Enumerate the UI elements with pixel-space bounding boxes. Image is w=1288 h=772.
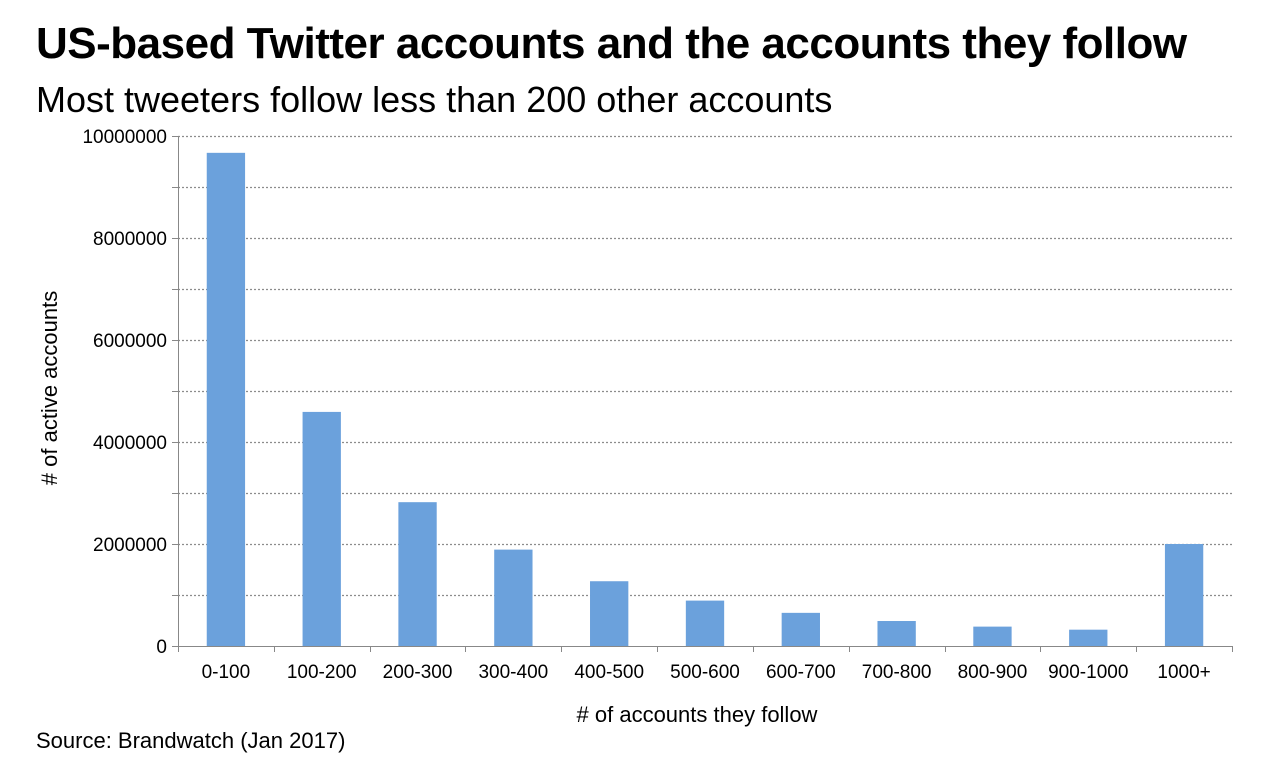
- bar: [1069, 629, 1108, 646]
- x-tick-label: 100-200: [287, 662, 357, 683]
- y-tick-label: 2000000: [93, 535, 167, 556]
- bar: [685, 600, 725, 646]
- x-tick-label: 500-600: [670, 662, 740, 683]
- bar: [590, 581, 629, 646]
- x-tick-label: 300-400: [478, 662, 548, 683]
- x-tick-label: 900-1000: [1048, 662, 1128, 683]
- bar: [302, 411, 341, 646]
- bar: [494, 549, 533, 646]
- bars: [206, 152, 1204, 646]
- axes: [172, 136, 1233, 652]
- y-tick-label: 6000000: [93, 331, 167, 352]
- tick-labels: 0 2000000 4000000 6000000 8000000 10000000 0-1…: [82, 127, 1210, 683]
- y-axis-title: # of active accounts: [37, 291, 62, 485]
- x-tick-label: 0-100: [202, 662, 251, 683]
- x-axis-title: # of accounts they follow: [577, 702, 818, 727]
- y-tick-label: 0: [156, 637, 167, 658]
- x-tick-label: 200-300: [383, 662, 453, 683]
- x-tick-label: 600-700: [766, 662, 836, 683]
- x-tick-label: 800-900: [958, 662, 1028, 683]
- source-note: Source: Brandwatch (Jan 2017): [36, 728, 346, 753]
- x-tick-label: 400-500: [574, 662, 644, 683]
- bar: [398, 502, 437, 646]
- y-tick-label: 4000000: [93, 433, 167, 454]
- bar: [1164, 544, 1204, 646]
- bar: [781, 612, 820, 646]
- bar: [973, 626, 1012, 646]
- bar: [877, 621, 916, 646]
- bar: [206, 152, 246, 646]
- chart-title: US-based Twitter accounts and the accoun…: [36, 19, 1187, 68]
- y-tick-label: 8000000: [93, 229, 167, 250]
- x-tick-label: 1000+: [1157, 662, 1210, 683]
- y-tick-label: 10000000: [82, 127, 167, 148]
- x-tick-label: 700-800: [862, 662, 932, 683]
- chart-subtitle: Most tweeters follow less than 200 other…: [36, 79, 833, 120]
